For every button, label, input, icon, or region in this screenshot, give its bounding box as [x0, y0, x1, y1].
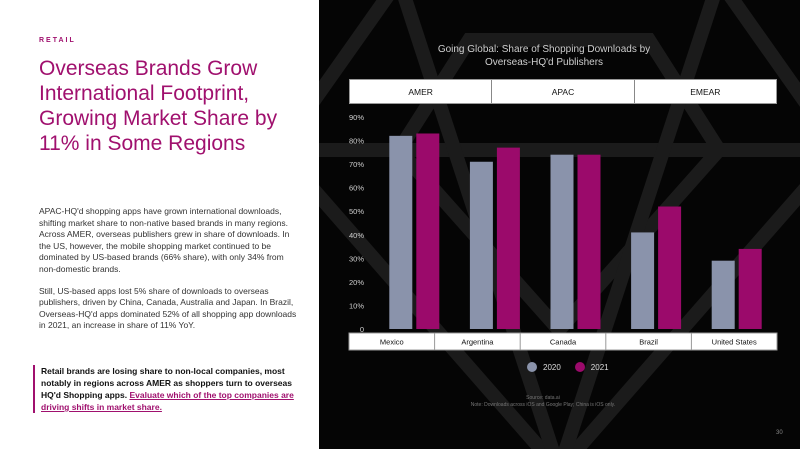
- legend-item-2020: 2020: [527, 362, 561, 372]
- y-tick-label: 80%: [349, 137, 364, 146]
- chart-title: Going Global: Share of Shopping Download…: [437, 44, 651, 68]
- left-panel: RETAIL Overseas Brands Grow Internationa…: [0, 0, 319, 449]
- region-emear: EMEAR: [633, 80, 776, 103]
- y-tick-label: 20%: [349, 278, 364, 287]
- x-tick-label: United States: [712, 338, 757, 347]
- note-line: Note: Downloads across iOS and Google Pl…: [470, 402, 616, 408]
- bar-2021-united-states: [738, 248, 762, 329]
- x-tick-label: Canada: [550, 338, 577, 347]
- legend-label-2021: 2021: [590, 362, 609, 372]
- legend-swatch-2020: [527, 362, 537, 372]
- y-tick-label: 10%: [349, 301, 364, 310]
- bar-2020-united-states: [711, 260, 735, 329]
- bar-2020-argentina: [469, 161, 493, 329]
- region-apac: APAC: [491, 80, 633, 103]
- y-tick-label: 90%: [349, 113, 364, 122]
- legend-item-2021: 2021: [574, 362, 609, 372]
- body-paragraph-2: Still, US-based apps lost 5% share of do…: [39, 285, 297, 331]
- bar-2020-canada: [550, 154, 574, 329]
- chart-legend: 2020 2021: [527, 362, 609, 372]
- x-tick-label: Mexico: [380, 338, 404, 347]
- section-eyebrow: RETAIL: [39, 37, 76, 44]
- callout-link[interactable]: Evaluate which of the top companies are …: [41, 390, 294, 412]
- bar-2020-brazil: [631, 232, 655, 329]
- legend-label-2020: 2020: [543, 362, 561, 372]
- bar-2021-argentina: [496, 147, 520, 329]
- callout: Retail brands are losing share to non-lo…: [33, 365, 301, 413]
- body-text: APAC-HQ'd shopping apps have grown inter…: [39, 206, 297, 342]
- y-tick-label: 0: [360, 325, 364, 334]
- page-number: 30: [776, 430, 783, 436]
- x-tick-label: Brazil: [639, 338, 658, 347]
- x-tick-label: Argentina: [461, 338, 494, 347]
- region-header: AMER APAC EMEAR: [349, 79, 777, 104]
- body-paragraph-1: APAC-HQ'd shopping apps have grown inter…: [39, 206, 290, 274]
- bar-2020-mexico: [389, 135, 413, 329]
- chart-source: Source: data.ai Note: Downloads across i…: [423, 395, 663, 409]
- bar-2021-canada: [577, 154, 601, 329]
- bar-2021-mexico: [416, 133, 440, 329]
- y-tick-label: 40%: [349, 231, 364, 240]
- y-tick-label: 30%: [349, 254, 364, 263]
- region-amer: AMER: [408, 86, 433, 97]
- y-tick-label: 70%: [349, 160, 364, 169]
- page-title: Overseas Brands Grow International Footp…: [39, 57, 278, 155]
- callout-text: Retail brands are losing share to non-lo…: [41, 366, 292, 400]
- y-tick-label: 50%: [349, 207, 364, 216]
- legend-swatch-2021: [574, 362, 585, 372]
- category-band: [348, 332, 778, 351]
- source-line: Source: data.ai: [526, 395, 560, 401]
- y-tick-label: 60%: [349, 184, 364, 193]
- bar-2021-brazil: [658, 206, 682, 329]
